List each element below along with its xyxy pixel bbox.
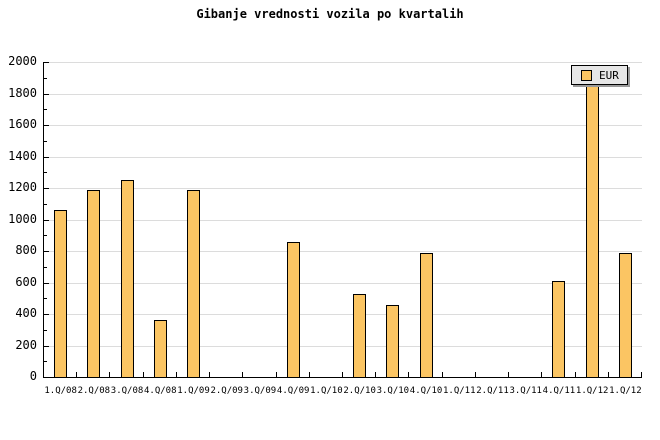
x-axis-label: 3.Q/09	[243, 386, 277, 396]
y-major-tick	[44, 62, 49, 63]
x-axis-label: 3.Q/10	[376, 386, 410, 396]
legend: EUR	[571, 65, 628, 85]
x-axis-label: 3.Q/08	[110, 386, 144, 396]
bar	[187, 190, 200, 377]
x-tick	[474, 372, 476, 377]
y-major-tick	[44, 125, 49, 126]
grid-line	[44, 314, 642, 315]
y-minor-tick	[44, 77, 47, 79]
x-axis-label: 1.Q/12	[575, 386, 609, 396]
bar	[153, 320, 167, 377]
x-tick	[275, 372, 277, 377]
x-axis-label: 1.Q/09	[177, 386, 210, 396]
y-major-tick	[44, 219, 49, 221]
x-tick	[375, 372, 377, 377]
grid-line	[44, 156, 642, 158]
y-major-tick	[44, 93, 49, 95]
x-axis-label: 2.Q/09	[210, 386, 243, 396]
y-major-tick	[44, 251, 49, 252]
x-axis-label: 2.Q/08	[77, 386, 111, 396]
bar	[120, 180, 134, 377]
y-axis-label: 600	[15, 274, 37, 289]
x-tick	[76, 372, 78, 377]
y-minor-tick	[44, 109, 47, 111]
y-major-tick	[44, 345, 49, 347]
bar	[386, 305, 400, 377]
x-tick	[308, 372, 310, 377]
x-tick	[541, 372, 543, 377]
x-tick	[109, 372, 111, 377]
x-tick	[408, 372, 410, 377]
x-tick	[441, 372, 443, 377]
y-minor-tick	[44, 140, 47, 142]
x-axis-label: 1.Q/08	[44, 386, 77, 396]
x-tick	[142, 372, 144, 377]
y-minor-tick	[44, 329, 47, 331]
x-tick	[641, 372, 642, 377]
x-tick	[574, 372, 576, 377]
grid-line	[44, 125, 642, 126]
x-axis-label: 3.Q/11	[509, 386, 542, 396]
y-axis-label: 1200	[8, 180, 37, 194]
x-axis-label: 2.Q/11	[476, 386, 509, 396]
x-tick	[242, 372, 244, 377]
y-axis-label: 200	[15, 337, 37, 352]
y-minor-tick	[44, 235, 47, 237]
grid-line	[44, 219, 642, 221]
y-axis-label: 1600	[8, 117, 37, 131]
bar	[54, 210, 68, 377]
x-tick	[175, 372, 177, 377]
y-axis-label: 1400	[8, 148, 37, 163]
y-major-tick	[44, 314, 49, 315]
x-axis-label: 4.Q/09	[276, 386, 310, 396]
y-axis-label: 800	[15, 243, 37, 257]
x-axis-label: 1.Q/12	[609, 386, 642, 396]
grid-line	[44, 62, 642, 63]
bar	[552, 281, 566, 377]
x-axis-label: 1.Q/11	[443, 386, 476, 396]
bar	[618, 253, 632, 377]
y-major-tick	[44, 188, 49, 189]
grid-line	[44, 251, 642, 252]
y-minor-tick	[44, 298, 47, 300]
y-axis-label: 1000	[8, 211, 37, 226]
legend-label: EUR	[599, 68, 619, 82]
bar	[87, 190, 101, 377]
x-tick	[607, 372, 609, 377]
bar	[286, 242, 300, 377]
grid-line	[44, 345, 642, 347]
y-axis-label: 2000	[8, 54, 37, 68]
bar	[419, 253, 433, 377]
y-major-tick	[44, 156, 49, 158]
grid-line	[44, 282, 642, 284]
x-axis-label: 1.Q/10	[310, 386, 343, 396]
x-tick	[342, 372, 343, 377]
y-axis-label: 1800	[8, 85, 37, 100]
y-minor-tick	[44, 266, 47, 268]
legend-swatch-icon	[581, 69, 592, 81]
x-axis-label: 2.Q/10	[343, 386, 376, 396]
grid-line	[44, 93, 642, 95]
y-minor-tick	[44, 203, 47, 205]
x-tick	[508, 372, 510, 377]
y-minor-tick	[44, 361, 47, 363]
chart-title: Gibanje vrednosti vozila po kvartalih	[196, 7, 464, 21]
x-axis-label: 4.Q/10	[409, 386, 443, 396]
grid-line	[44, 188, 642, 189]
x-axis-label: 4.Q/11	[542, 386, 576, 396]
bar	[585, 70, 599, 377]
plot-area: 1.Q/08 2.Q/08 3.Q/08 4.Q/08 1.Q/09 2.Q/09 3.Q/…	[43, 62, 642, 396]
x-tick	[209, 372, 211, 377]
y-axis-label: 400	[15, 306, 37, 320]
bar	[353, 294, 367, 377]
y-axis-label: 0	[29, 369, 37, 383]
x-axis-label: 4.Q/08	[144, 386, 177, 396]
y-minor-tick	[44, 172, 47, 174]
y-major-tick	[44, 282, 49, 284]
